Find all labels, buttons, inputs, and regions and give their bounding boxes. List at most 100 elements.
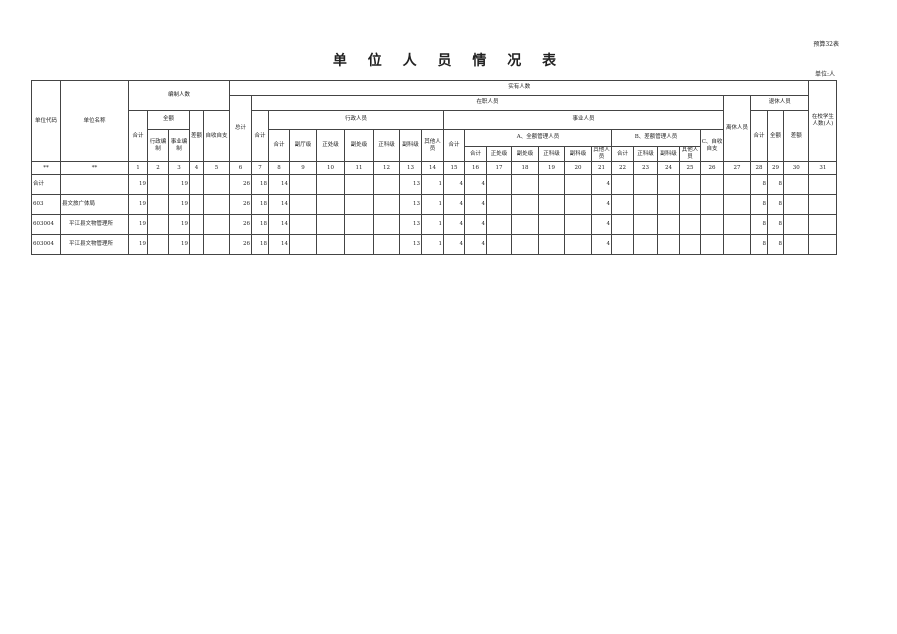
value-cell: 14 xyxy=(268,234,291,256)
value-cell xyxy=(564,174,593,196)
header-xingzheng: 行政人员 xyxy=(268,110,445,130)
header-tx-chae: 差额 xyxy=(783,109,810,163)
value-cell: 14 xyxy=(268,194,291,216)
header-lixiu: 离休人员 xyxy=(723,94,752,163)
value-cell xyxy=(723,214,752,236)
value-cell xyxy=(373,214,401,236)
value-cell xyxy=(700,194,725,216)
header-a-sub: 其他人员 xyxy=(591,145,613,163)
value-cell: 19 xyxy=(128,214,148,236)
unit-name-cell: 平江县文物管理所 xyxy=(60,234,129,256)
value-cell: 19 xyxy=(168,234,190,256)
header-sy-heji: 合计 xyxy=(443,128,466,163)
header-zz-heji: 合计 xyxy=(251,109,270,163)
value-cell xyxy=(611,214,635,236)
value-cell xyxy=(808,174,838,196)
value-cell xyxy=(633,174,659,196)
value-cell: 1 xyxy=(421,214,445,236)
value-cell xyxy=(808,194,838,216)
column-number: ** xyxy=(60,161,129,176)
column-number: 10 xyxy=(316,161,346,176)
value-cell: 4 xyxy=(443,174,466,196)
column-number-row: ** ** 1 2 3 4 5 6 7 8 9 10 11 12 13 14 15 16 17 18 19 20 21 22 2… xyxy=(31,161,838,176)
header-bz-heji: 合计 xyxy=(128,109,148,163)
value-cell xyxy=(289,194,318,216)
value-cell: 8 xyxy=(767,234,785,256)
value-cell xyxy=(316,234,346,256)
value-cell xyxy=(289,174,318,196)
value-cell: 8 xyxy=(767,194,785,216)
value-cell: 4 xyxy=(591,194,613,216)
value-cell xyxy=(511,174,540,196)
value-cell xyxy=(344,174,375,196)
value-cell xyxy=(611,194,635,216)
column-number: 24 xyxy=(657,161,681,176)
column-number: 31 xyxy=(808,161,838,176)
value-cell: 18 xyxy=(251,194,270,216)
value-cell: 13 xyxy=(399,234,423,256)
value-cell xyxy=(289,234,318,256)
value-cell xyxy=(486,194,513,216)
value-cell: 14 xyxy=(268,214,291,236)
header-tx-heji: 合计 xyxy=(750,109,769,163)
value-cell: 1 xyxy=(421,194,445,216)
value-cell xyxy=(511,194,540,216)
value-cell xyxy=(723,194,752,216)
personnel-table: 单位代码 单位名称 编制人数 实有人数 在校学生人数(人) 总计 在职人员 离休… xyxy=(31,79,838,256)
page-title: 单 位 人 员 情 况 表 xyxy=(332,53,565,69)
value-cell xyxy=(633,214,659,236)
header-b-sub: 正科级 xyxy=(633,145,659,163)
value-cell xyxy=(564,194,593,216)
value-cell xyxy=(808,234,838,256)
value-cell xyxy=(202,174,231,196)
column-number: 21 xyxy=(591,161,613,176)
value-cell: 26 xyxy=(229,234,253,256)
unit-label: 单位:人 xyxy=(814,71,835,78)
value-cell: 19 xyxy=(128,234,148,256)
column-number: 5 xyxy=(202,161,231,176)
column-number: 29 xyxy=(767,161,785,176)
unit-code-cell: 合计 xyxy=(31,174,61,196)
value-cell xyxy=(657,194,681,216)
header-unit-code: 单位代码 xyxy=(31,79,61,163)
value-cell xyxy=(511,234,540,256)
value-cell: 8 xyxy=(750,174,769,196)
value-cell: 26 xyxy=(229,174,253,196)
unit-code-cell: 603 xyxy=(31,194,61,216)
header-a-sub: 副科级 xyxy=(564,145,593,163)
value-cell: 4 xyxy=(464,234,488,256)
header-xz-sub: 副处级 xyxy=(344,128,375,163)
value-cell xyxy=(202,214,231,236)
value-cell xyxy=(538,174,566,196)
value-cell xyxy=(783,194,810,216)
value-cell xyxy=(564,214,593,236)
header-xz-sub: 正处级 xyxy=(316,128,346,163)
value-cell: 14 xyxy=(268,174,291,196)
value-cell: 8 xyxy=(767,174,785,196)
column-number: 1 xyxy=(128,161,148,176)
column-number: 27 xyxy=(723,161,752,176)
column-number: 6 xyxy=(229,161,253,176)
column-number: 20 xyxy=(564,161,593,176)
value-cell: 19 xyxy=(168,214,190,236)
value-cell: 19 xyxy=(168,194,190,216)
header-a-sub: 合计 xyxy=(464,145,488,163)
value-cell xyxy=(611,234,635,256)
value-cell: 26 xyxy=(229,194,253,216)
value-cell: 4 xyxy=(443,234,466,256)
column-number: 23 xyxy=(633,161,659,176)
column-number: 12 xyxy=(373,161,401,176)
unit-code-cell: 603004 xyxy=(31,234,61,256)
value-cell xyxy=(189,234,204,256)
column-number: 15 xyxy=(443,161,466,176)
header-bz-quane: 全额 xyxy=(147,110,190,130)
value-cell: 4 xyxy=(464,194,488,216)
value-cell xyxy=(633,234,659,256)
value-cell xyxy=(202,234,231,256)
value-cell xyxy=(679,194,702,216)
header-tx-quane: 全额 xyxy=(767,109,785,163)
header-b-sub: 合计 xyxy=(611,145,635,163)
unit-name-cell: 平江县文物管理所 xyxy=(60,214,129,236)
header-xz-sub: 合计 xyxy=(268,128,291,163)
value-cell xyxy=(373,174,401,196)
